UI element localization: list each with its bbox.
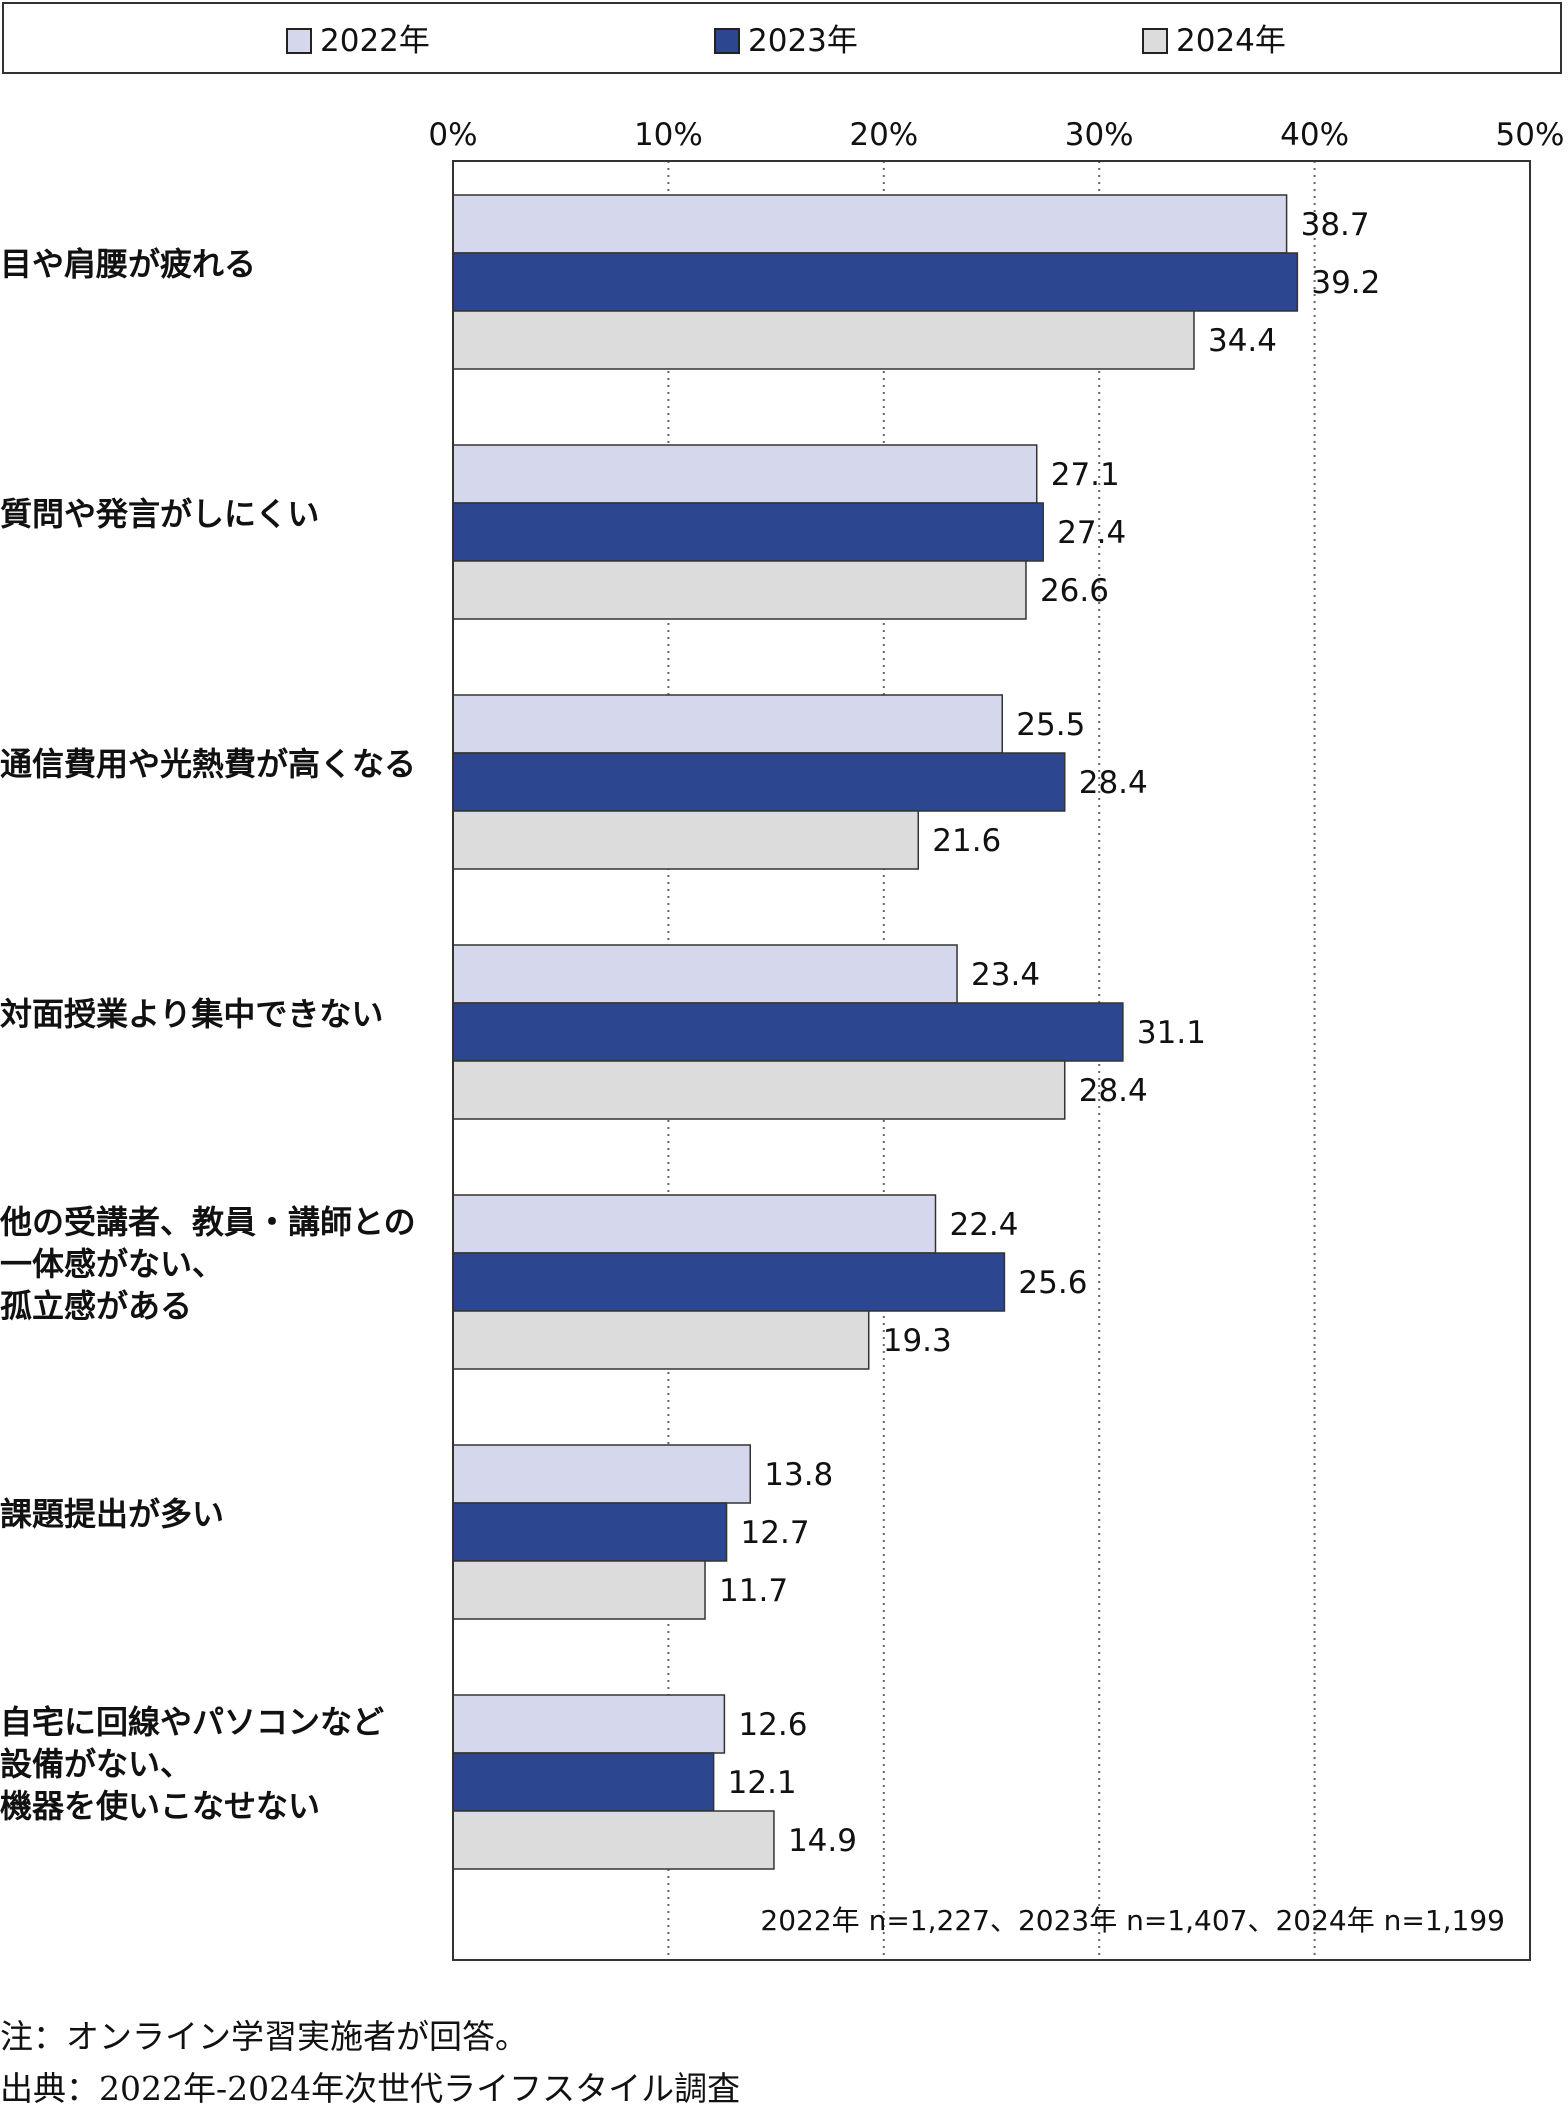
legend-item-2023: 2023年 bbox=[714, 24, 858, 58]
category-label: 設備がない、 bbox=[0, 1745, 192, 1783]
legend: 2022年 2023年 2024年 bbox=[2, 2, 1562, 74]
data-label: 12.7 bbox=[741, 1515, 810, 1551]
source-note: 出典：2022年-2024年次世代ライフスタイル調査 bbox=[0, 2069, 741, 2108]
data-label: 31.1 bbox=[1137, 1015, 1206, 1051]
bar bbox=[452, 1810, 775, 1870]
sample-size-note: 2022年 n=1,227、2023年 n=1,407、2024年 n=1,19… bbox=[760, 1904, 1505, 1937]
bar bbox=[452, 444, 1038, 504]
footnote: 注：オンライン学習実施者が回答。 bbox=[0, 2017, 528, 2056]
bar bbox=[452, 1444, 752, 1504]
bar bbox=[452, 252, 1299, 312]
bar bbox=[452, 502, 1044, 562]
data-label: 12.6 bbox=[738, 1707, 807, 1743]
bar bbox=[452, 1752, 715, 1812]
data-label: 22.4 bbox=[949, 1207, 1018, 1243]
bar bbox=[452, 1560, 706, 1620]
bar bbox=[452, 560, 1027, 620]
legend-swatch-2024 bbox=[1142, 28, 1168, 54]
bar-chart: 0% 10% 20% 30% 40% 50% 38.7 39.2 34.4 目や肩腰が疲れる 27.… bbox=[0, 117, 1565, 1961]
legend-label-2024: 2024年 bbox=[1176, 23, 1286, 59]
data-label: 28.4 bbox=[1079, 765, 1148, 801]
bar bbox=[452, 810, 920, 870]
data-label: 21.6 bbox=[932, 823, 1001, 859]
legend-swatch-2023 bbox=[714, 28, 740, 54]
category-label: 質問や発言がしにくい bbox=[0, 495, 319, 533]
category-label: 機器を使いこなせない bbox=[0, 1787, 320, 1825]
category-label: 課題提出が多い bbox=[0, 1495, 224, 1533]
data-label: 12.1 bbox=[728, 1765, 797, 1801]
x-tick-label: 50% bbox=[1496, 117, 1565, 153]
bar bbox=[452, 694, 1004, 754]
category-label: 一体感がない、 bbox=[0, 1245, 224, 1283]
data-label: 14.9 bbox=[788, 1823, 857, 1859]
bar bbox=[452, 1194, 937, 1254]
legend-item-2024: 2024年 bbox=[1142, 24, 1286, 58]
data-label: 23.4 bbox=[971, 957, 1040, 993]
bar bbox=[452, 1252, 1006, 1312]
legend-label-2023: 2023年 bbox=[748, 23, 858, 59]
plot-frame bbox=[452, 160, 1531, 1961]
bar bbox=[452, 752, 1066, 812]
category-label: 自宅に回線やパソコンなど bbox=[0, 1703, 384, 1741]
x-tick-label: 10% bbox=[634, 117, 703, 153]
data-label: 38.7 bbox=[1301, 207, 1370, 243]
x-tick-label: 30% bbox=[1065, 117, 1134, 153]
bar bbox=[452, 1310, 870, 1370]
bar bbox=[452, 1694, 726, 1754]
data-label: 26.6 bbox=[1040, 573, 1109, 609]
data-label: 39.2 bbox=[1311, 265, 1380, 301]
bar bbox=[452, 1060, 1066, 1120]
bar bbox=[452, 944, 958, 1004]
data-label: 27.4 bbox=[1057, 515, 1126, 551]
data-label: 27.1 bbox=[1051, 457, 1120, 493]
category-label: 通信費用や光熱費が高くなる bbox=[0, 745, 416, 783]
category-label: 孤立感がある bbox=[0, 1287, 192, 1325]
category-label: 目や肩腰が疲れる bbox=[0, 245, 256, 283]
data-label: 11.7 bbox=[719, 1573, 788, 1609]
data-label: 34.4 bbox=[1208, 323, 1277, 359]
category-label: 他の受講者、教員・講師との bbox=[0, 1203, 416, 1241]
data-label: 25.6 bbox=[1018, 1265, 1087, 1301]
legend-label-2022: 2022年 bbox=[320, 23, 430, 59]
bar bbox=[452, 310, 1195, 370]
bar bbox=[452, 1502, 728, 1562]
data-label: 19.3 bbox=[883, 1323, 952, 1359]
data-label: 13.8 bbox=[764, 1457, 833, 1493]
x-tick-label: 20% bbox=[849, 117, 918, 153]
data-label: 25.5 bbox=[1016, 707, 1085, 743]
legend-swatch-2022 bbox=[286, 28, 312, 54]
bar bbox=[452, 194, 1288, 254]
legend-item-2022: 2022年 bbox=[286, 24, 430, 58]
data-label: 28.4 bbox=[1079, 1073, 1148, 1109]
category-label: 対面授業より集中できない bbox=[0, 995, 383, 1033]
x-tick-label: 40% bbox=[1280, 117, 1349, 153]
bar bbox=[452, 1002, 1124, 1062]
x-tick-label: 0% bbox=[428, 117, 477, 153]
